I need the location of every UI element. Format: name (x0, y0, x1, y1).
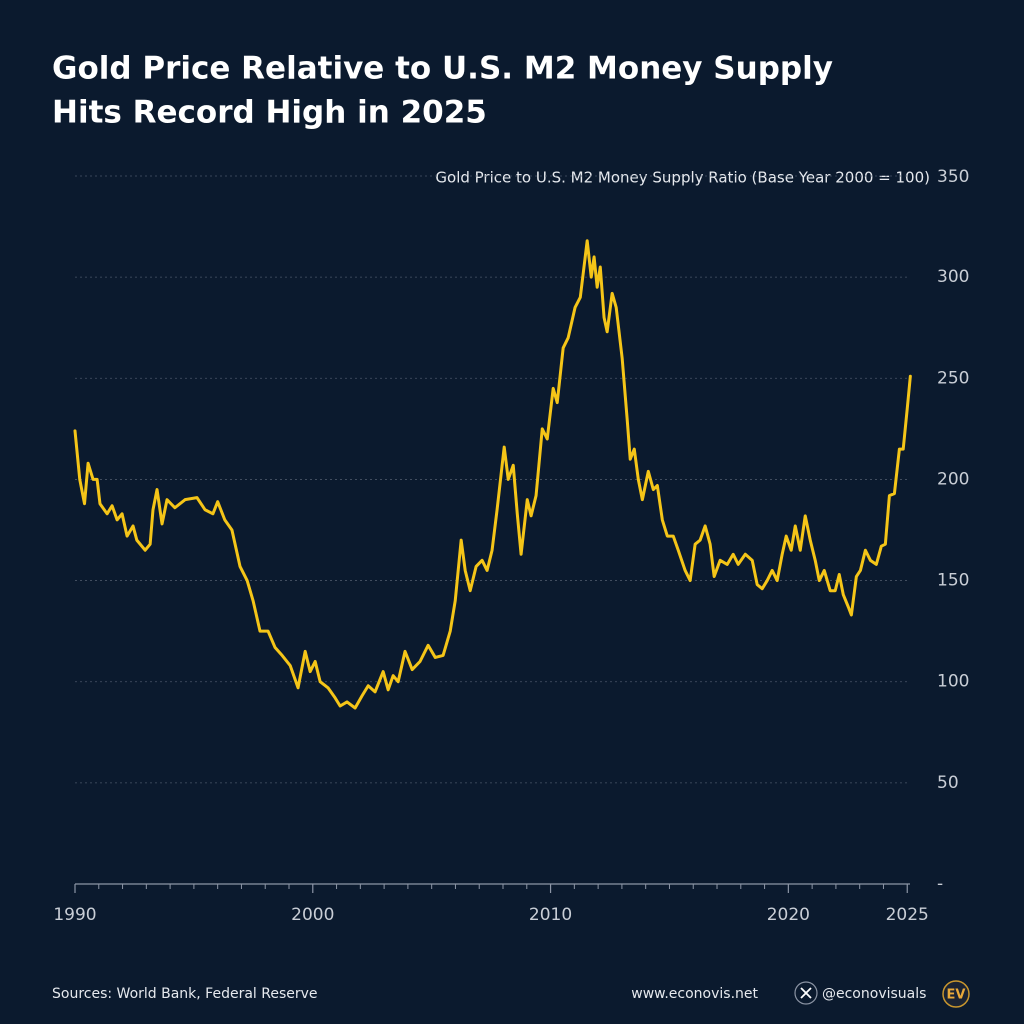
x-tick-label: 2025 (886, 905, 929, 925)
y-tick-label: 200 (937, 469, 969, 489)
x-tick-label: 2000 (291, 905, 334, 925)
social-handle: @econovisuals (822, 986, 926, 1002)
x-tick-label: 2010 (529, 905, 572, 925)
x-icon (794, 981, 818, 1005)
website: www.econovis.net (631, 986, 758, 1002)
x-tick-label: 2020 (767, 905, 810, 925)
source-note: Sources: World Bank, Federal Reserve (52, 986, 318, 1002)
logo-badge (942, 980, 970, 1008)
x-tick-label: 1990 (53, 905, 96, 925)
chart-title: Gold Price Relative to U.S. M2 Money Sup… (52, 51, 833, 87)
x-icon-glyph (800, 987, 812, 999)
y-tick-label: 350 (937, 167, 969, 187)
chart-title: Hits Record High in 2025 (52, 95, 487, 131)
y-tick-label: 150 (937, 571, 969, 591)
y-tick-label: - (937, 874, 943, 894)
y-tick-label: 300 (937, 267, 969, 287)
y-tick-label: 250 (937, 368, 969, 388)
data-line (73, 239, 912, 710)
y-tick-label: 50 (937, 773, 959, 793)
y-axis-label: Gold Price to U.S. M2 Money Supply Ratio… (435, 169, 930, 187)
y-tick-label: 100 (937, 672, 969, 692)
logo: EV (947, 988, 966, 1003)
